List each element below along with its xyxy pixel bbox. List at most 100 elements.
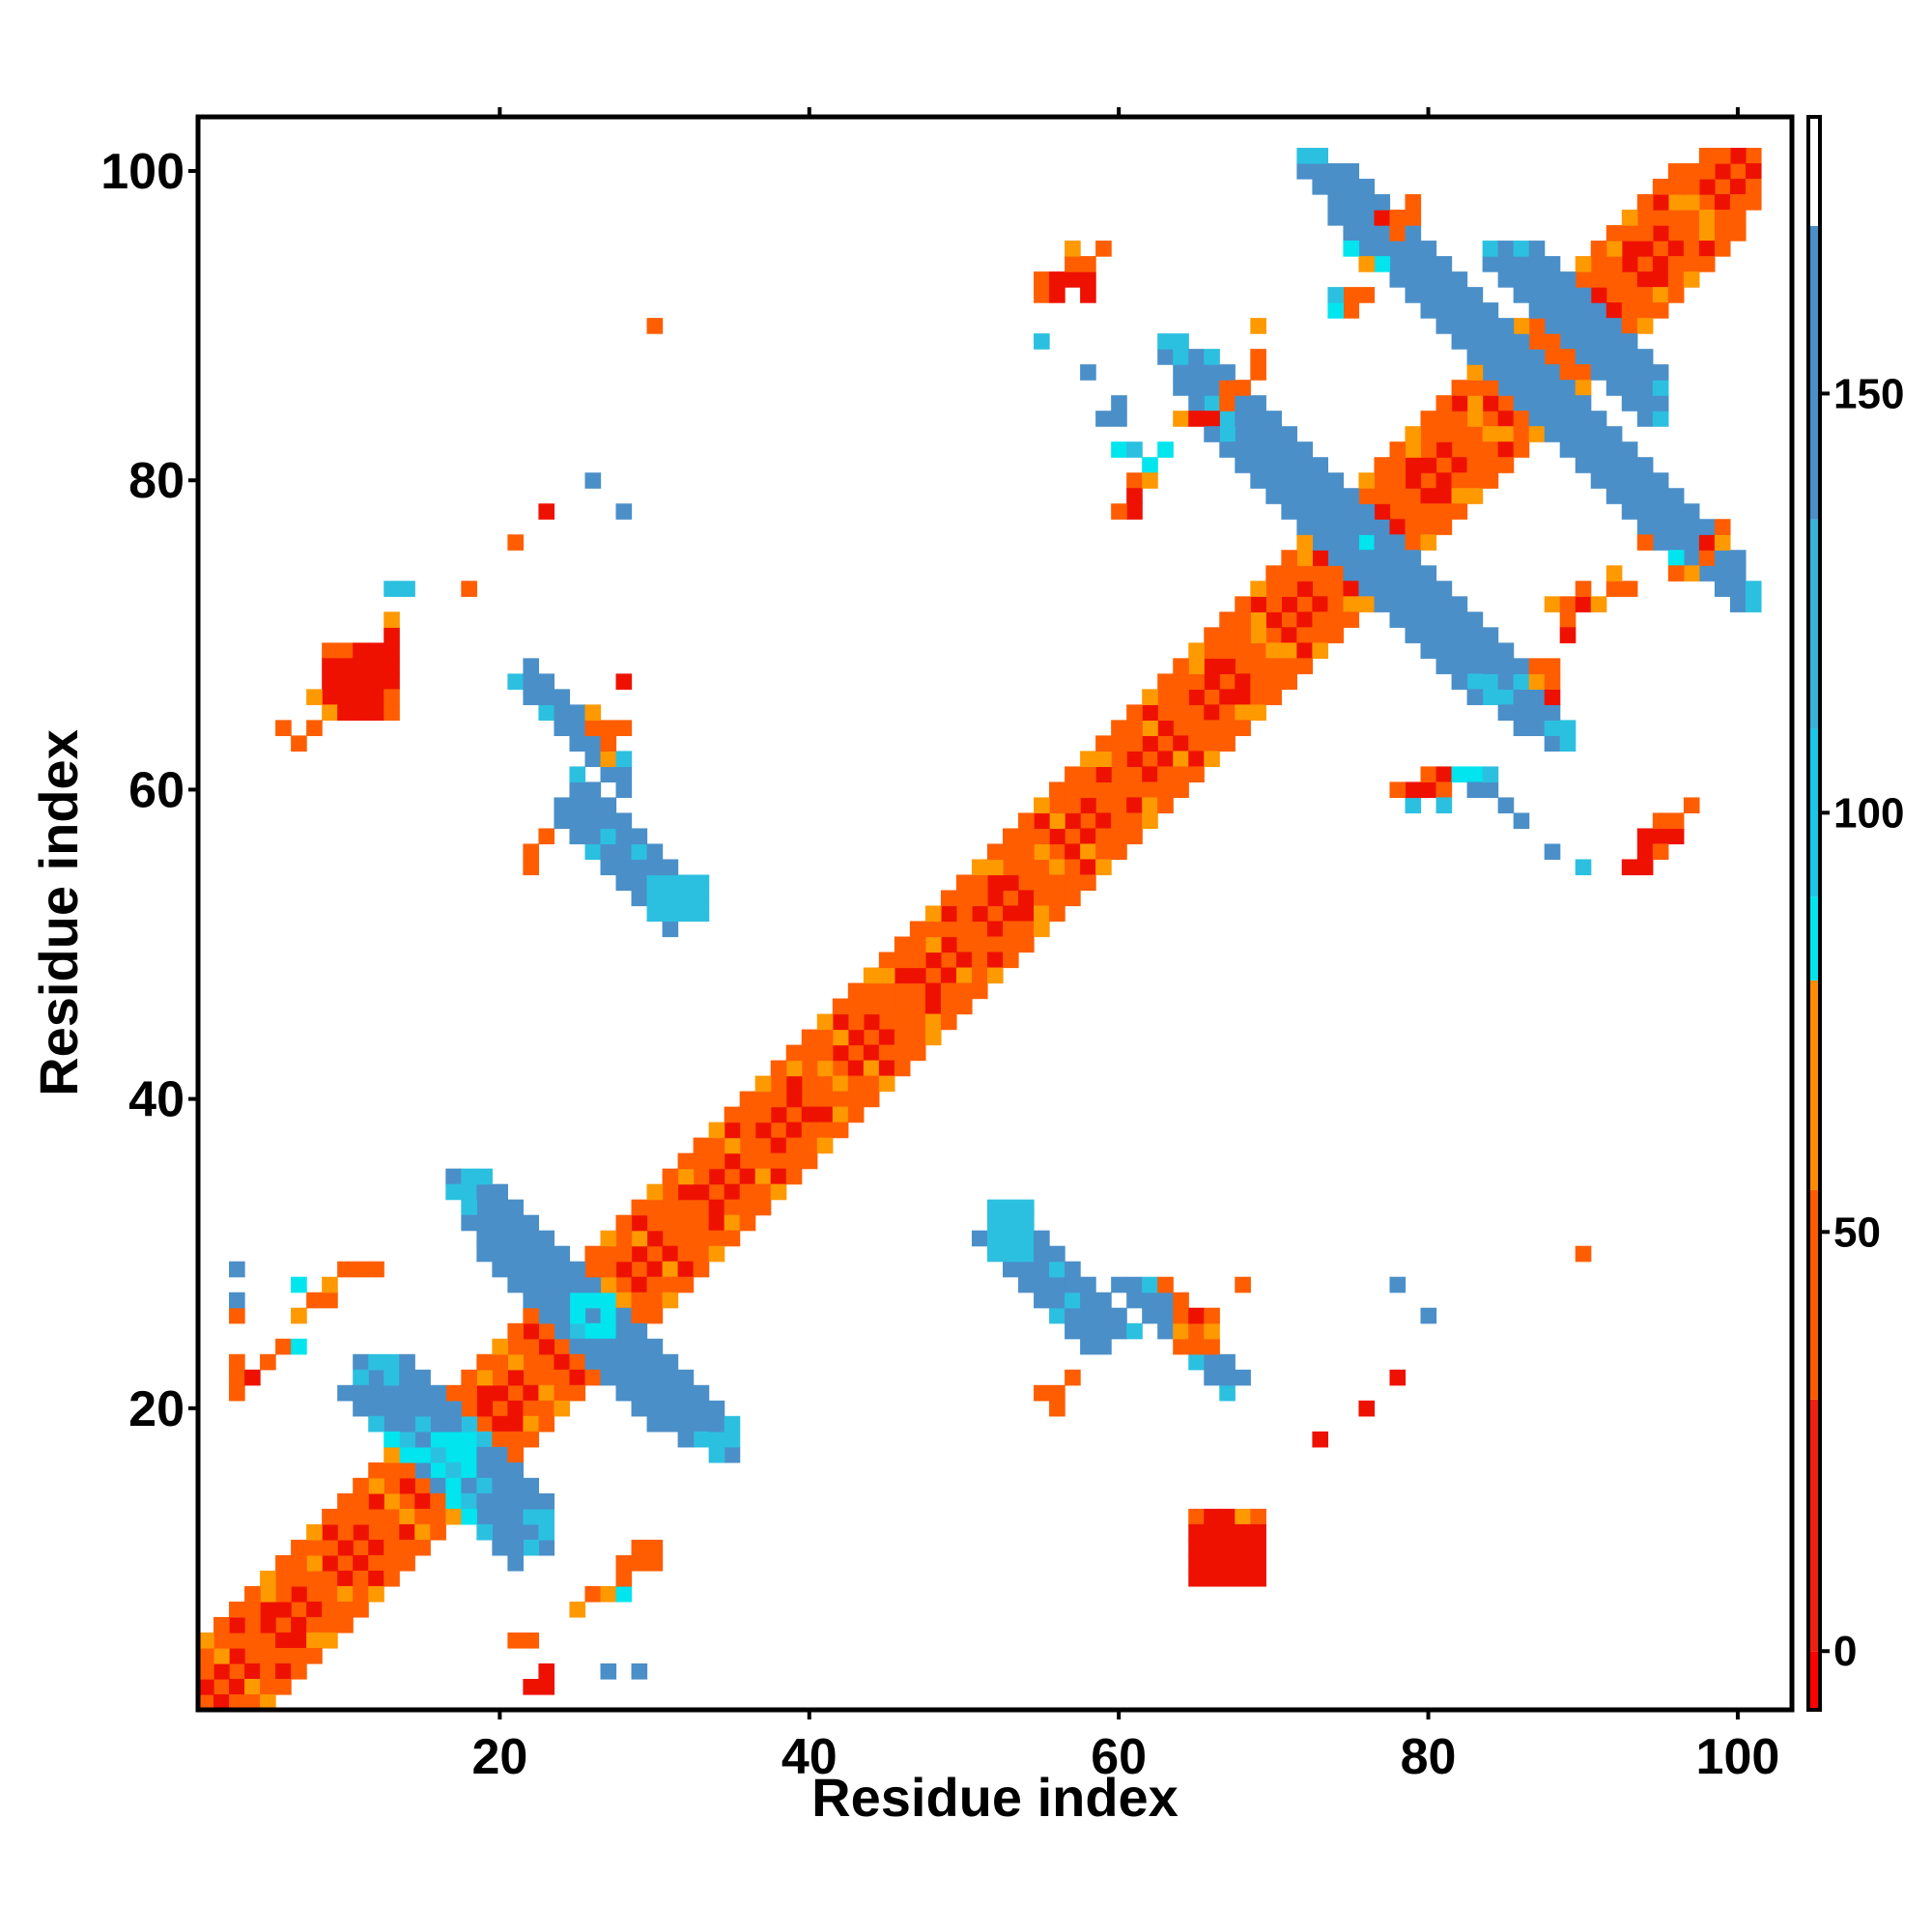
heat-cell xyxy=(1327,488,1345,504)
heat-cell xyxy=(306,1554,323,1572)
heat-cell xyxy=(1482,472,1499,489)
heat-cell xyxy=(693,874,710,892)
heat-cell xyxy=(368,1261,384,1278)
heat-cell xyxy=(399,581,415,597)
heat-cell xyxy=(955,874,973,892)
heat-cell xyxy=(1544,411,1561,427)
heat-cell xyxy=(1281,581,1297,597)
heat-cell xyxy=(1729,163,1747,180)
heat-cell xyxy=(1111,751,1127,768)
heat-cell xyxy=(229,1647,245,1664)
heat-cell xyxy=(1667,163,1685,180)
heat-cell xyxy=(569,1261,586,1278)
heat-cell xyxy=(1575,364,1592,381)
heat-cell xyxy=(1204,735,1220,752)
heat-cell xyxy=(986,1230,1004,1247)
heat-cell xyxy=(878,1060,895,1077)
heat-cell xyxy=(554,797,571,814)
heat-cell xyxy=(832,1029,849,1046)
heat-cell xyxy=(847,1044,865,1062)
heat-cell xyxy=(213,1616,230,1634)
heat-cell xyxy=(1095,1338,1112,1355)
heat-cell xyxy=(461,1462,477,1479)
heat-cell xyxy=(306,1601,323,1618)
heat-cell xyxy=(1389,210,1406,226)
heat-cell xyxy=(1358,241,1376,257)
heat-cell xyxy=(924,952,942,969)
heat-cell xyxy=(1065,874,1081,892)
heat-cell xyxy=(1080,781,1096,799)
heat-cell xyxy=(1343,611,1360,628)
heat-cell xyxy=(1296,658,1313,674)
heat-cell xyxy=(677,1400,695,1417)
heat-cell xyxy=(1714,148,1731,164)
heat-cell xyxy=(461,1168,477,1185)
heat-cell xyxy=(399,1508,415,1525)
heat-cell xyxy=(1358,225,1376,242)
heat-cell xyxy=(1003,1261,1019,1278)
heat-cell xyxy=(646,1199,664,1216)
heat-cell xyxy=(198,1662,214,1680)
heat-cell xyxy=(600,1276,617,1293)
heat-cell xyxy=(1235,1276,1251,1293)
heat-cell xyxy=(1126,488,1143,504)
heat-cell xyxy=(986,859,1004,876)
heat-cell xyxy=(1111,843,1127,861)
heat-cell xyxy=(894,1044,911,1062)
heat-cell xyxy=(1575,287,1592,303)
heat-cell xyxy=(1420,472,1437,489)
heat-cell xyxy=(615,1570,633,1587)
heat-cell xyxy=(1698,179,1716,195)
heat-cell xyxy=(1621,349,1638,365)
heat-cell xyxy=(785,1106,803,1123)
heat-cell xyxy=(322,1508,338,1525)
heat-cell xyxy=(1745,148,1762,164)
heat-cell xyxy=(1219,426,1236,442)
heat-cell xyxy=(1126,766,1143,783)
heat-cell xyxy=(1065,766,1081,783)
heat-cell xyxy=(1451,611,1468,628)
heat-cell xyxy=(1389,241,1406,257)
heat-cell xyxy=(1636,534,1654,551)
heat-cell xyxy=(739,1214,756,1232)
heat-cell xyxy=(1250,426,1266,442)
heat-cell xyxy=(507,1477,525,1494)
colorbar-tick-label: 0 xyxy=(1833,1628,1857,1675)
heat-cell xyxy=(1482,411,1499,427)
heat-cell xyxy=(600,1353,617,1371)
heat-cell xyxy=(1405,519,1422,535)
heat-cell xyxy=(1636,225,1654,242)
heat-cell xyxy=(1157,766,1174,783)
heat-cell xyxy=(523,1307,540,1324)
heat-cell xyxy=(1435,472,1453,489)
heat-cell xyxy=(1683,797,1700,814)
heat-cell xyxy=(1482,318,1499,334)
heat-cell xyxy=(1683,565,1700,582)
heat-cell xyxy=(306,1647,323,1664)
heat-cell xyxy=(1698,550,1716,566)
colorbar-band xyxy=(1808,1189,1820,1400)
heat-cell xyxy=(1714,179,1731,195)
heat-cell xyxy=(1420,766,1437,783)
heat-cell xyxy=(1358,256,1376,272)
heat-cell xyxy=(1250,704,1266,721)
heat-cell xyxy=(1528,256,1546,272)
heat-cell xyxy=(584,781,602,799)
heat-cell xyxy=(1544,720,1561,736)
heat-cell xyxy=(1296,163,1313,180)
heat-cell xyxy=(1235,1369,1251,1386)
heat-cell xyxy=(816,1137,834,1154)
heat-cell xyxy=(1080,1338,1096,1355)
heat-cell xyxy=(1652,380,1669,396)
heat-cell xyxy=(523,1400,540,1417)
heat-cell xyxy=(1544,735,1561,752)
heat-cell xyxy=(693,1245,710,1263)
heat-cell xyxy=(646,1400,664,1417)
heat-cell xyxy=(1250,581,1266,597)
heat-cell xyxy=(940,982,957,1000)
heat-cell xyxy=(662,1245,679,1263)
heat-cell xyxy=(1405,287,1422,303)
heat-cell xyxy=(662,1400,679,1417)
heat-cell xyxy=(662,859,679,876)
